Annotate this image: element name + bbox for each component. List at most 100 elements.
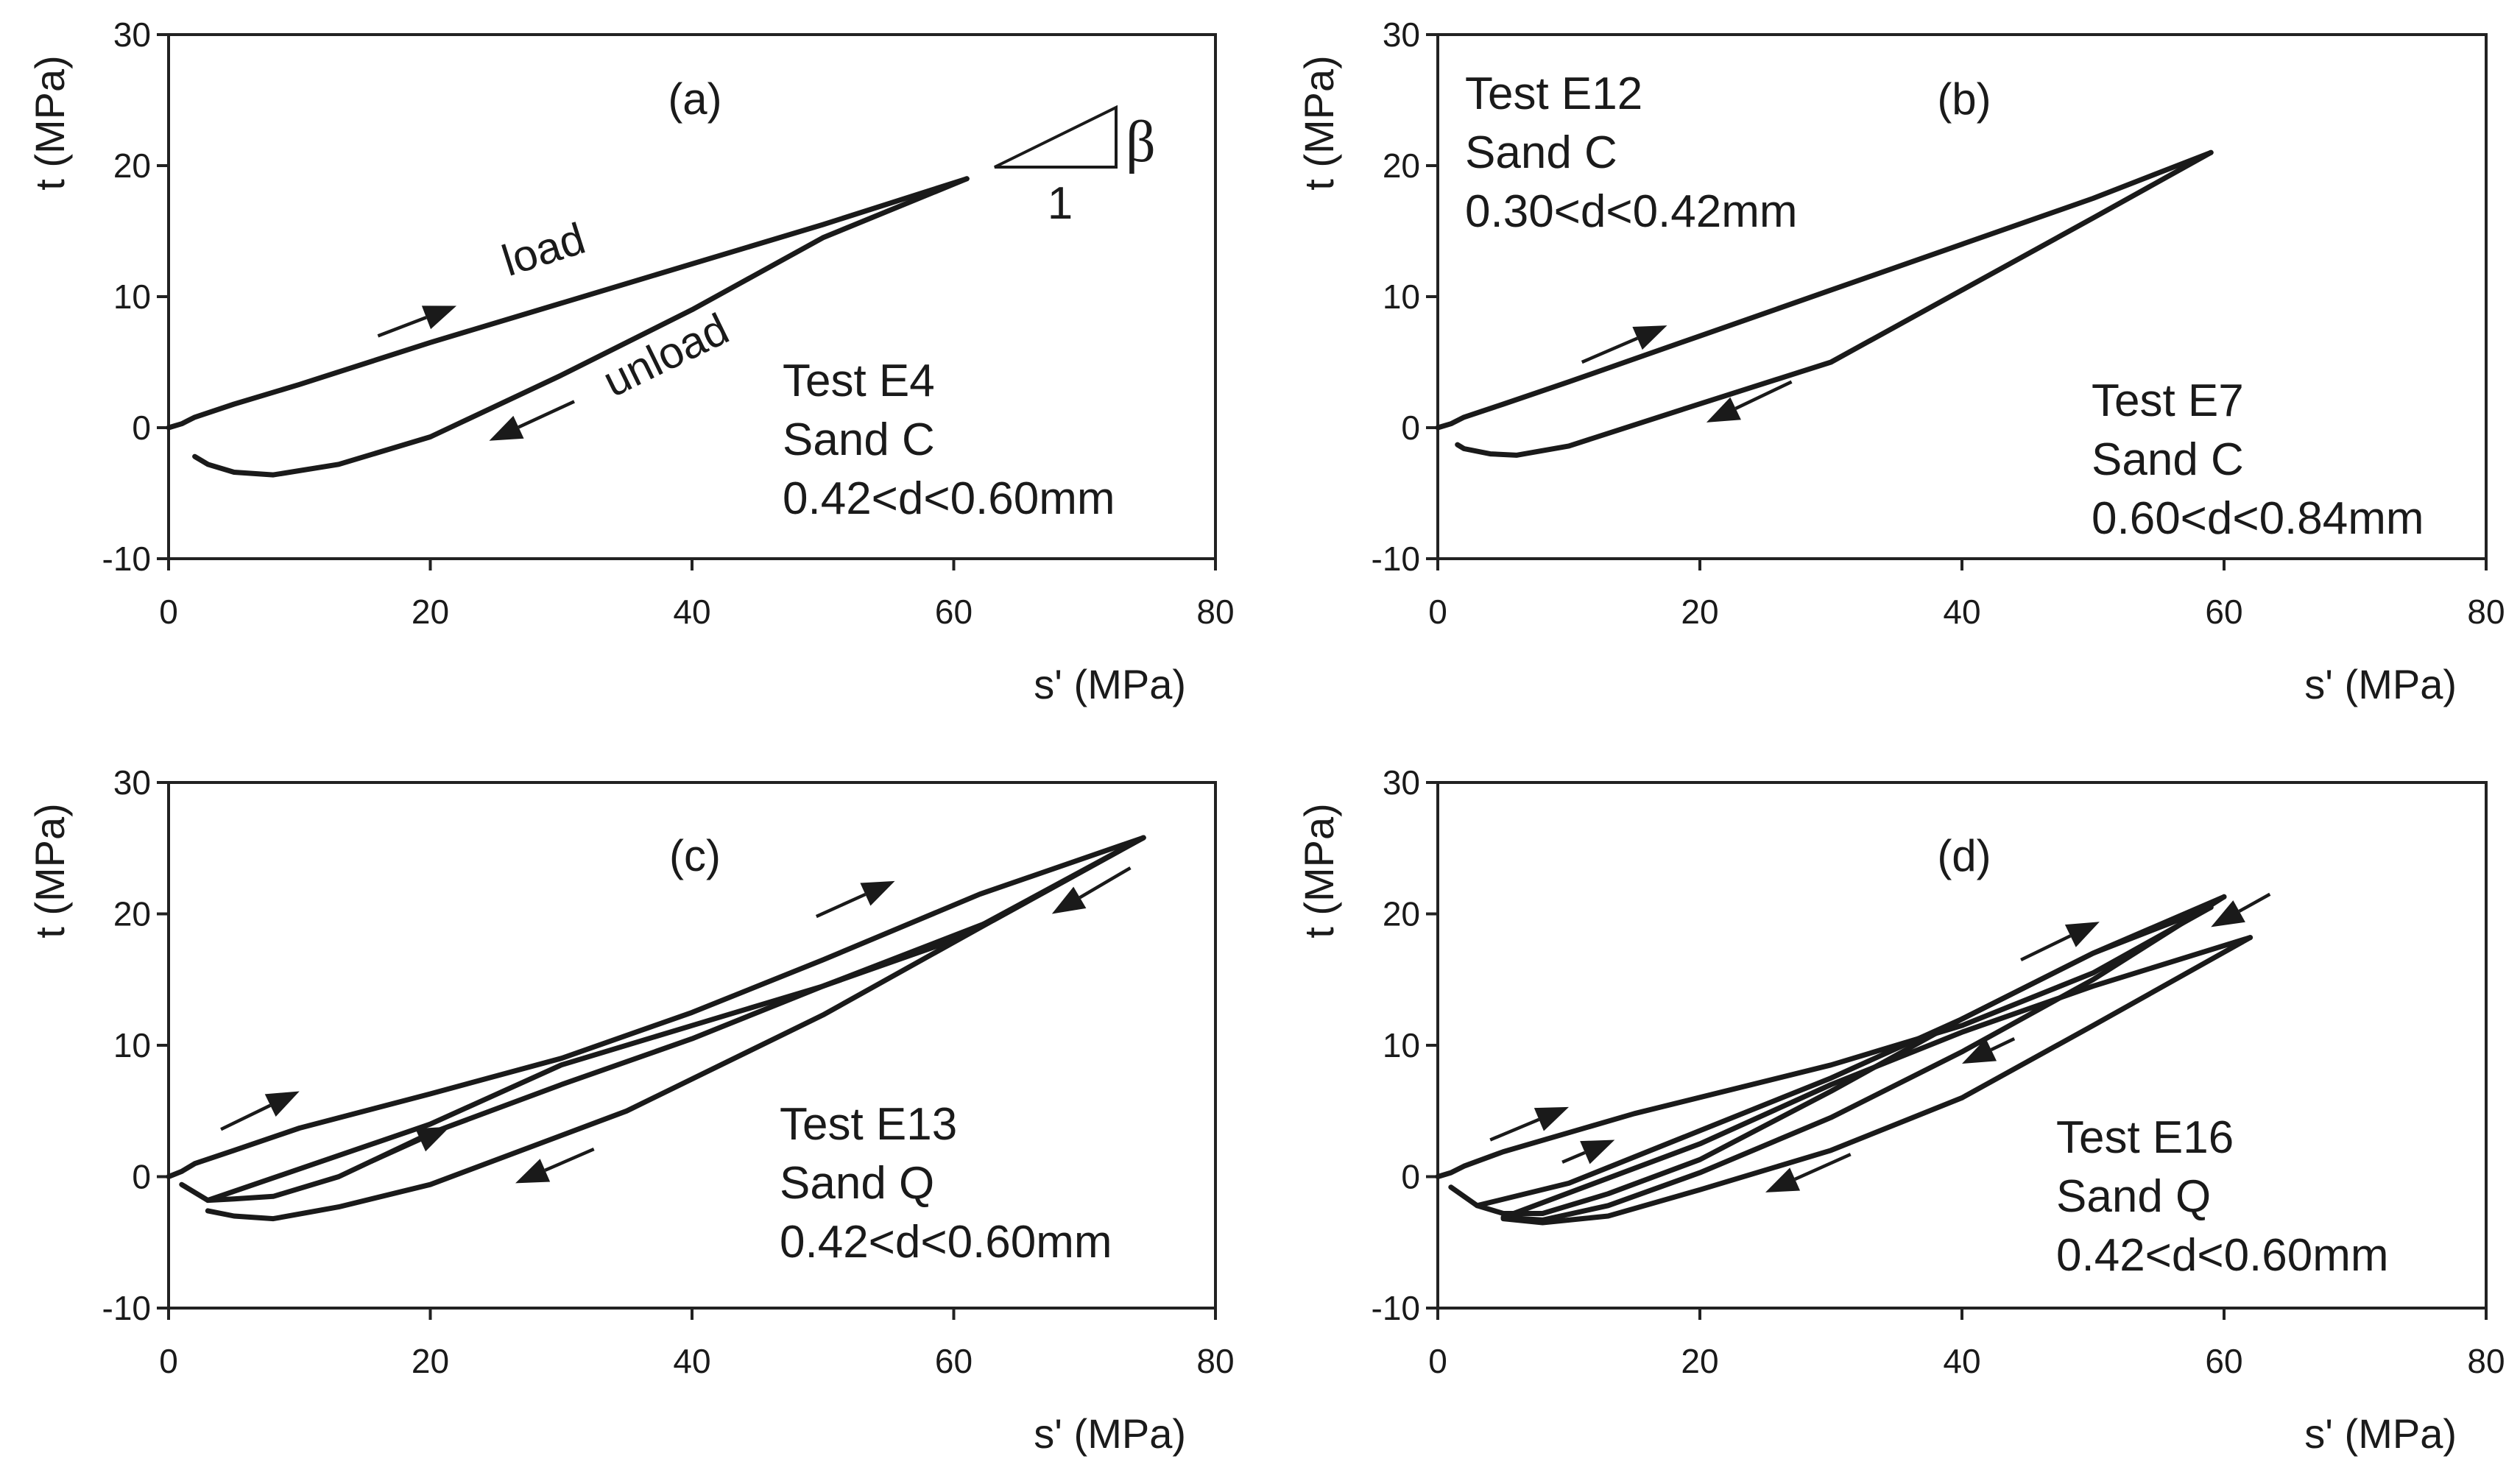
x-tick-label: 80 bbox=[2467, 1342, 2505, 1380]
direction-arrow-head bbox=[860, 880, 895, 906]
test-annotation-secondary: Sand C bbox=[1465, 127, 1617, 178]
slope-run-label: 1 bbox=[1048, 178, 1073, 229]
x-axis-title: s' (MPa) bbox=[2304, 661, 2457, 707]
direction-arrow-shaft bbox=[1734, 380, 1793, 410]
x-tick-label: 0 bbox=[159, 593, 178, 631]
direction-arrow-head bbox=[1580, 1139, 1615, 1165]
series-unload-2 bbox=[205, 835, 1146, 1222]
slope-triangle-shape bbox=[994, 105, 1118, 169]
direction-arrow-shaft bbox=[1581, 336, 1638, 364]
series-load-1 bbox=[1435, 905, 2214, 1179]
direction-arrow-shaft bbox=[1079, 866, 1132, 900]
x-tick-label: 60 bbox=[935, 593, 973, 631]
x-tick-label: 80 bbox=[1196, 1342, 1234, 1380]
panel-label: (b) bbox=[1937, 74, 1991, 124]
y-tick-label: 30 bbox=[1383, 763, 1420, 802]
x-tick-label: 40 bbox=[1943, 593, 1980, 631]
curve-label-load: load bbox=[496, 213, 590, 286]
test-annotation: Test E16 bbox=[2056, 1112, 2234, 1163]
panel-label: (d) bbox=[1937, 831, 1991, 880]
y-tick-label: 20 bbox=[113, 146, 151, 185]
y-tick-label: -10 bbox=[102, 540, 151, 578]
test-annotation: 0.42<d<0.60mm bbox=[783, 473, 1115, 524]
y-tick-label: 20 bbox=[113, 895, 151, 933]
series-load bbox=[1435, 149, 2214, 431]
y-axis-title: t (MPa) bbox=[1296, 803, 1342, 939]
y-tick-label: 10 bbox=[113, 278, 151, 316]
direction-arrow-head bbox=[1632, 325, 1667, 350]
series-load bbox=[166, 176, 970, 431]
direction-arrow-head bbox=[1533, 1106, 1569, 1131]
direction-arrow-shaft bbox=[1489, 1117, 1540, 1142]
x-tick-label: 80 bbox=[1196, 593, 1234, 631]
direction-arrow-head bbox=[1706, 397, 1741, 423]
test-annotation: 0.42<d<0.60mm bbox=[780, 1217, 1112, 1268]
y-tick-label: 20 bbox=[1383, 895, 1420, 933]
test-annotation: Test E13 bbox=[780, 1099, 957, 1150]
y-tick-label: 0 bbox=[1401, 409, 1420, 447]
test-annotation: Test E4 bbox=[783, 356, 935, 406]
y-tick-label: 10 bbox=[1383, 1026, 1420, 1064]
x-tick-label: 0 bbox=[1428, 1342, 1447, 1380]
direction-arrow-head bbox=[1962, 1038, 1997, 1064]
y-tick-label: 0 bbox=[1401, 1158, 1420, 1196]
panel-label: (c) bbox=[669, 831, 721, 880]
test-annotation: Sand Q bbox=[2056, 1171, 2211, 1222]
x-tick-label: 80 bbox=[2467, 593, 2505, 631]
direction-arrow-shaft bbox=[2238, 892, 2271, 913]
x-axis-title: s' (MPa) bbox=[1034, 661, 1186, 707]
series-load-1 bbox=[166, 835, 1146, 1179]
direction-arrow-head bbox=[2211, 900, 2245, 927]
x-tick-label: 20 bbox=[1681, 1342, 1718, 1380]
test-annotation: Sand C bbox=[783, 414, 935, 465]
panel-label: (a) bbox=[668, 74, 721, 124]
y-axis-title: t (MPa) bbox=[27, 803, 73, 939]
series-unload bbox=[1455, 149, 2214, 458]
x-axis-title: s' (MPa) bbox=[1034, 1410, 1186, 1457]
y-axis-title: t (MPa) bbox=[27, 55, 73, 191]
direction-arrow-shaft bbox=[518, 400, 575, 429]
y-tick-label: 30 bbox=[113, 15, 151, 54]
direction-arrow-head bbox=[2064, 922, 2100, 947]
series-unload bbox=[192, 176, 970, 478]
direction-arrow-shaft bbox=[2020, 934, 2072, 961]
direction-arrow-shaft bbox=[377, 316, 427, 338]
x-axis-title: s' (MPa) bbox=[2304, 1410, 2457, 1457]
x-tick-label: 0 bbox=[159, 1342, 178, 1380]
direction-arrow-shaft bbox=[544, 1147, 595, 1172]
direction-arrow-shaft bbox=[220, 1103, 272, 1131]
test-annotation: Test E7 bbox=[2092, 375, 2244, 426]
x-tick-label: 0 bbox=[1428, 593, 1447, 631]
x-tick-label: 40 bbox=[673, 1342, 710, 1380]
y-tick-label: -10 bbox=[102, 1289, 151, 1327]
series-unload-3 bbox=[1500, 935, 2253, 1226]
y-tick-label: 30 bbox=[113, 763, 151, 802]
x-tick-label: 60 bbox=[2205, 1342, 2242, 1380]
x-tick-label: 20 bbox=[1681, 593, 1718, 631]
x-tick-label: 60 bbox=[2205, 593, 2242, 631]
direction-arrow-head bbox=[415, 1126, 451, 1152]
test-annotation-secondary: Test E12 bbox=[1465, 68, 1642, 119]
test-annotation: Sand C bbox=[2092, 434, 2244, 485]
direction-arrow-shaft bbox=[1561, 1151, 1586, 1164]
test-annotation: 0.42<d<0.60mm bbox=[2056, 1230, 2389, 1281]
direction-arrow-head bbox=[489, 415, 524, 441]
series-reload-2 bbox=[1500, 935, 2253, 1220]
test-annotation-secondary: 0.30<d<0.42mm bbox=[1465, 186, 1798, 237]
series-unload-1 bbox=[179, 835, 1146, 1204]
y-tick-label: 30 bbox=[1383, 15, 1420, 54]
direction-arrow-shaft bbox=[815, 892, 867, 919]
direction-arrow-shaft bbox=[1794, 1153, 1852, 1181]
x-tick-label: 40 bbox=[1943, 1342, 1980, 1380]
y-tick-label: 10 bbox=[113, 1026, 151, 1064]
x-tick-label: 40 bbox=[673, 593, 710, 631]
direction-arrow-head bbox=[515, 1159, 551, 1184]
y-tick-label: 20 bbox=[1383, 146, 1420, 185]
y-axis-title: t (MPa) bbox=[1296, 55, 1342, 191]
x-tick-label: 20 bbox=[412, 1342, 449, 1380]
y-tick-label: -10 bbox=[1372, 1289, 1420, 1327]
